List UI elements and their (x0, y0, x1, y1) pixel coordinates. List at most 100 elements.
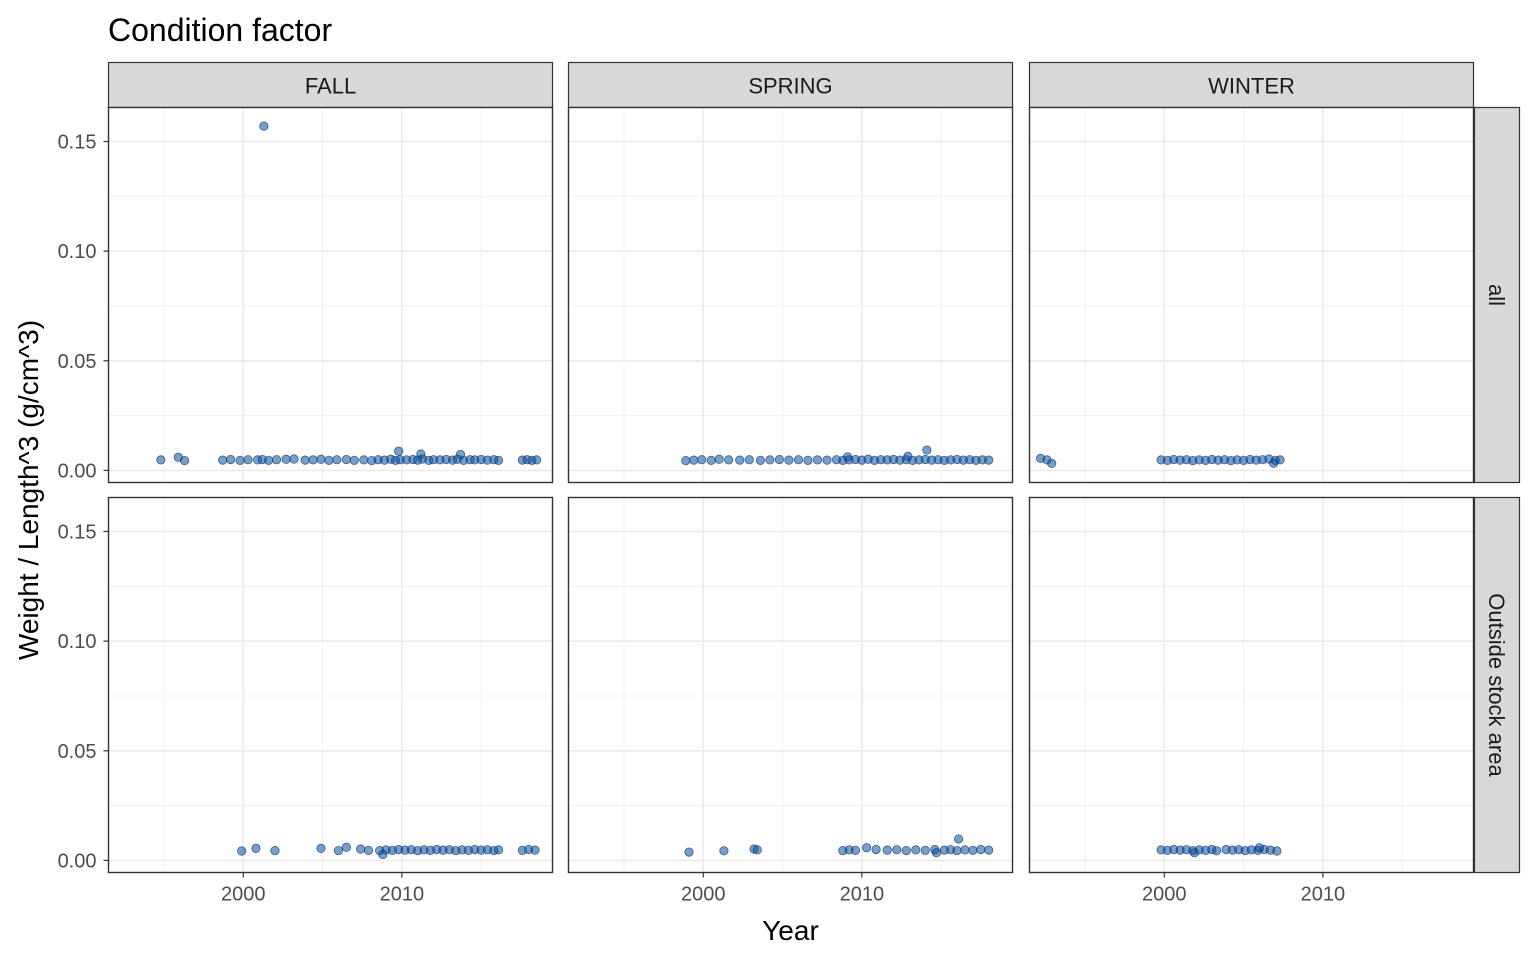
data-point (842, 452, 853, 462)
strip-outside-stock-area (1473, 496, 1521, 874)
panel-spring-all (567, 106, 1014, 484)
data-point (953, 834, 964, 844)
data-point (251, 843, 261, 853)
strip-winter (1028, 61, 1475, 109)
strip-label-winter: WINTER (1208, 74, 1295, 99)
panel-fall-outside-stock-area (107, 496, 554, 874)
panel-border (1028, 106, 1475, 484)
data-point (332, 455, 342, 465)
data-point (356, 844, 366, 854)
data-point (752, 845, 762, 855)
data-point (812, 455, 823, 465)
data-point (952, 845, 962, 856)
data-point (264, 455, 274, 465)
panel-winter-all (1028, 106, 1475, 484)
data-point (394, 446, 404, 456)
strip-label-outside-stock-area: Outside stock area (1484, 593, 1509, 777)
y-tick-label: 0.00 (58, 850, 97, 872)
data-point (1212, 846, 1222, 856)
data-point (793, 455, 804, 465)
data-point (532, 455, 542, 465)
panel-border (107, 106, 554, 484)
data-point (333, 845, 344, 856)
data-point (774, 454, 785, 465)
data-point (243, 455, 253, 465)
x-tick-label: 2010 (840, 884, 885, 906)
strip-label-all: all (1484, 284, 1509, 306)
data-point (341, 842, 351, 852)
panel-background (1029, 107, 1474, 483)
y-tick-label: 0.05 (58, 741, 97, 763)
y-tick-label: 0.10 (58, 631, 97, 653)
panel-background (568, 497, 1013, 873)
facet-panels: FALL SPRING WINTER all Outside stock area 0.0… (58, 61, 1521, 906)
data-point (1272, 846, 1282, 856)
data-point (822, 455, 832, 465)
data-point (271, 455, 282, 465)
panel-winter-outside-stock-area (1028, 496, 1475, 874)
data-point (697, 455, 707, 465)
data-point (984, 845, 994, 855)
chart-title: Condition factor (108, 12, 332, 48)
data-point (755, 455, 765, 465)
data-point (922, 445, 932, 455)
x-tick-label: 2010 (1301, 884, 1346, 906)
data-point (316, 454, 326, 464)
data-point (359, 455, 369, 465)
data-point (308, 455, 318, 465)
data-point (156, 455, 166, 465)
data-point (1047, 458, 1057, 469)
panel-background (1029, 497, 1474, 873)
data-point (882, 845, 892, 855)
y-tick-label: 0.00 (58, 460, 97, 482)
data-point (920, 845, 930, 855)
data-point (765, 455, 775, 465)
y-tick-label: 0.15 (58, 131, 97, 153)
data-point (416, 449, 426, 459)
data-point (349, 455, 359, 465)
data-point (931, 848, 941, 858)
data-point (1189, 848, 1200, 858)
strip-label-spring: SPRING (748, 74, 832, 99)
data-point (1269, 458, 1279, 468)
data-point (270, 845, 280, 856)
x-tick-label: 2000 (221, 884, 266, 906)
x-tick-label: 2000 (681, 884, 726, 906)
panel-border (567, 496, 1014, 874)
x-axis-title: Year (762, 915, 819, 946)
strip-spring (567, 61, 1014, 109)
y-tick-label: 0.15 (58, 521, 97, 543)
strip-label-fall: FALL (305, 74, 356, 99)
data-point (911, 845, 921, 855)
data-point (784, 455, 794, 465)
data-point (871, 844, 881, 855)
data-point (493, 455, 504, 465)
data-point (719, 846, 729, 856)
data-point (689, 455, 699, 465)
data-point (706, 455, 716, 465)
strip-all (1473, 106, 1521, 484)
panel-background (108, 497, 553, 873)
data-point (735, 455, 745, 465)
strip-fall (107, 61, 554, 109)
data-point (493, 845, 504, 855)
data-point (976, 844, 986, 855)
data-point (316, 843, 326, 853)
data-point (850, 845, 861, 855)
data-point (684, 847, 694, 857)
data-point (237, 846, 247, 856)
data-point (714, 454, 724, 464)
data-point (180, 455, 190, 466)
data-point (803, 455, 813, 465)
y-axis-title: Weight / Length^3 (g/cm^3) (13, 320, 44, 660)
data-point (968, 845, 978, 855)
panel-border (1028, 496, 1475, 874)
data-point (455, 449, 466, 460)
data-point (300, 455, 310, 465)
data-point (341, 454, 351, 465)
data-point (960, 845, 970, 855)
data-point (744, 455, 754, 465)
data-point (324, 455, 334, 465)
data-point (378, 849, 388, 860)
